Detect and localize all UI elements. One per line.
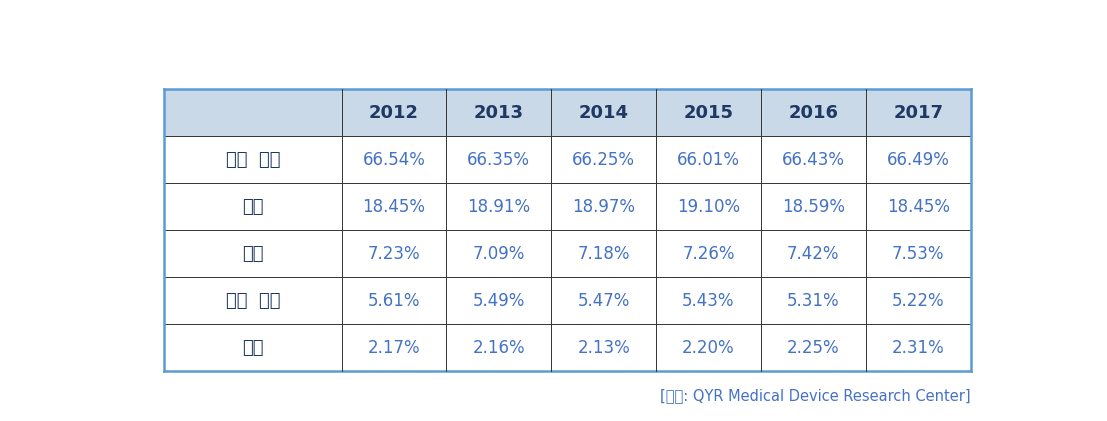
Text: 19.10%: 19.10%: [676, 198, 739, 216]
Text: 2017: 2017: [893, 104, 943, 122]
Text: 5.47%: 5.47%: [578, 292, 630, 310]
Text: [출치: QYR Medical Device Research Center]: [출치: QYR Medical Device Research Center]: [660, 388, 971, 402]
Bar: [164, 230, 971, 277]
Bar: [761, 89, 866, 136]
Text: 18.97%: 18.97%: [572, 198, 635, 216]
Text: 2015: 2015: [683, 104, 734, 122]
Text: 66.25%: 66.25%: [572, 151, 635, 169]
Text: 5.61%: 5.61%: [368, 292, 421, 310]
Bar: [164, 277, 971, 325]
Text: 2.17%: 2.17%: [368, 339, 421, 357]
Text: 18.45%: 18.45%: [887, 198, 950, 216]
Bar: [164, 89, 342, 136]
Text: 5.49%: 5.49%: [473, 292, 525, 310]
Text: 18.59%: 18.59%: [782, 198, 845, 216]
Text: 18.45%: 18.45%: [362, 198, 425, 216]
Text: 7.18%: 7.18%: [578, 245, 630, 263]
Text: 66.35%: 66.35%: [467, 151, 530, 169]
Text: 취장  결석: 취장 결석: [226, 292, 280, 310]
Text: 7.53%: 7.53%: [892, 245, 944, 263]
Text: 2013: 2013: [474, 104, 524, 122]
Text: 66.49%: 66.49%: [887, 151, 950, 169]
Bar: [164, 325, 971, 371]
Text: 신장  결석: 신장 결석: [226, 151, 280, 169]
Text: 2.20%: 2.20%: [682, 339, 735, 357]
Text: 7.23%: 7.23%: [368, 245, 421, 263]
Text: 7.42%: 7.42%: [787, 245, 839, 263]
Text: 2.25%: 2.25%: [787, 339, 839, 357]
Text: 2014: 2014: [579, 104, 629, 122]
Text: 66.01%: 66.01%: [677, 151, 739, 169]
Text: 5.31%: 5.31%: [787, 292, 839, 310]
Text: 5.22%: 5.22%: [892, 292, 944, 310]
Text: 18.91%: 18.91%: [467, 198, 530, 216]
Text: 5.43%: 5.43%: [682, 292, 735, 310]
Bar: [551, 89, 656, 136]
Text: 기타: 기타: [242, 339, 263, 357]
Text: 66.54%: 66.54%: [362, 151, 425, 169]
Text: 2.16%: 2.16%: [473, 339, 525, 357]
Text: 타석: 타석: [242, 245, 263, 263]
Text: 2.31%: 2.31%: [892, 339, 944, 357]
Text: 7.26%: 7.26%: [682, 245, 735, 263]
Text: 66.43%: 66.43%: [782, 151, 845, 169]
Bar: [866, 89, 971, 136]
Bar: [446, 89, 551, 136]
Bar: [342, 89, 446, 136]
Text: 담석: 담석: [242, 198, 263, 216]
Bar: [164, 136, 971, 184]
Text: 2016: 2016: [788, 104, 838, 122]
Bar: [164, 184, 971, 230]
Bar: [656, 89, 761, 136]
Text: 2012: 2012: [369, 104, 418, 122]
Text: 2.13%: 2.13%: [577, 339, 630, 357]
Text: 7.09%: 7.09%: [473, 245, 525, 263]
